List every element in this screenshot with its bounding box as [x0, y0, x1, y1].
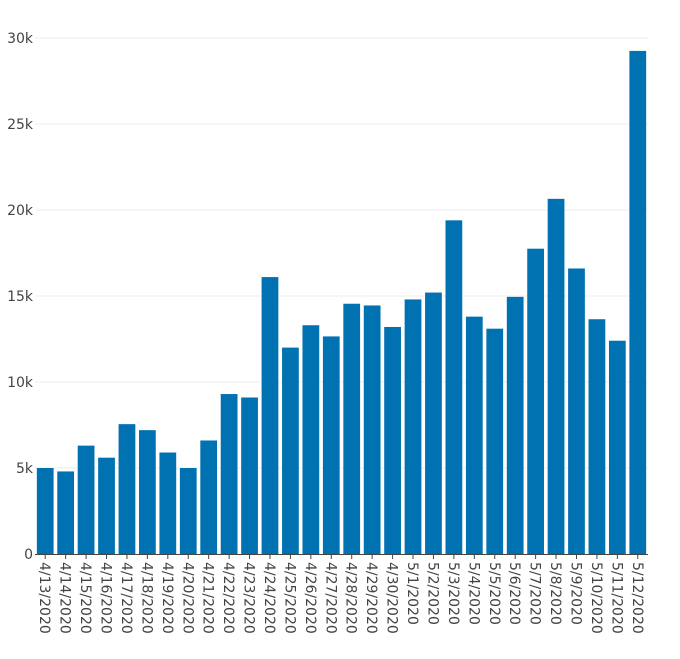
x-tick-label: 4/20/2020 [179, 562, 195, 634]
bar [322, 336, 340, 554]
x-tick-label: 4/27/2020 [322, 562, 338, 634]
bar [118, 424, 136, 554]
bar [302, 325, 320, 554]
x-tick-label: 4/25/2020 [281, 562, 297, 634]
bar [384, 326, 401, 554]
bar [445, 220, 463, 554]
x-tick-label: 5/10/2020 [588, 562, 604, 634]
x-tick-label: 4/24/2020 [261, 562, 277, 634]
bar [568, 268, 585, 554]
bar [220, 394, 238, 554]
x-tick-label: 4/28/2020 [343, 562, 359, 634]
bar [425, 292, 442, 554]
bar [241, 397, 258, 554]
bar [527, 248, 544, 554]
bar [363, 305, 381, 554]
bar [179, 468, 197, 554]
bar [57, 471, 75, 554]
x-tick-label: 5/4/2020 [465, 562, 481, 625]
y-tick-label: 25k [7, 117, 34, 133]
bar [629, 50, 647, 555]
bar [98, 457, 115, 554]
bar [465, 316, 483, 554]
x-tick-label: 5/7/2020 [527, 562, 543, 625]
bar [159, 452, 177, 554]
x-tick-label: 5/8/2020 [547, 562, 563, 625]
x-tick-label: 4/30/2020 [384, 562, 400, 634]
y-tick-label: 10k [7, 375, 34, 391]
bar [36, 468, 54, 554]
x-tick-label: 4/26/2020 [302, 562, 318, 634]
x-tick-label: 4/17/2020 [118, 562, 134, 634]
x-tick-label: 4/13/2020 [36, 562, 52, 634]
x-tick-label: 5/2/2020 [424, 562, 440, 625]
x-tick-label: 5/12/2020 [629, 562, 645, 634]
x-tick-label: 4/29/2020 [363, 562, 379, 634]
bar [282, 347, 299, 554]
x-tick-label: 4/18/2020 [138, 562, 154, 634]
x-tick-label: 4/19/2020 [159, 562, 175, 634]
bar [200, 440, 218, 554]
bars [36, 50, 647, 555]
bar [139, 430, 156, 554]
bar [404, 299, 422, 554]
bar [486, 328, 504, 554]
x-tick-labels: 4/13/2020 4/14/2020 4/15/2020 4/16/2020 4/17… [36, 562, 645, 634]
x-tick-label: 4/23/2020 [241, 562, 257, 634]
x-tick-label: 5/3/2020 [445, 562, 461, 625]
y-tick-label: 30k [7, 31, 34, 47]
y-tick-label: 0 [24, 547, 33, 563]
bar [547, 198, 565, 554]
x-tick-label: 5/5/2020 [486, 562, 502, 625]
bar [77, 445, 95, 554]
y-tick-label: 15k [7, 289, 34, 305]
x-tick-label: 4/15/2020 [77, 562, 93, 634]
bar [506, 296, 524, 554]
y-tick-label: 5k [16, 461, 34, 477]
x-tick-label: 4/21/2020 [200, 562, 216, 634]
bar [588, 319, 606, 554]
axes [35, 554, 648, 559]
x-tick-label: 4/14/2020 [57, 562, 73, 634]
x-tick-label: 5/1/2020 [404, 562, 420, 625]
bar [261, 277, 279, 554]
x-tick-label: 4/22/2020 [220, 562, 236, 634]
y-tick-labels: 0 5k 10k 15k 20k 25k 30k [7, 31, 34, 563]
y-tick-label: 20k [7, 203, 34, 219]
x-tick-label: 4/16/2020 [98, 562, 114, 634]
x-tick-label: 5/9/2020 [567, 562, 583, 625]
bar [343, 303, 361, 554]
x-tick-label: 5/11/2020 [608, 562, 624, 634]
grid-lines [35, 37, 648, 469]
x-tick-label: 5/6/2020 [506, 562, 522, 625]
bar [608, 340, 626, 554]
